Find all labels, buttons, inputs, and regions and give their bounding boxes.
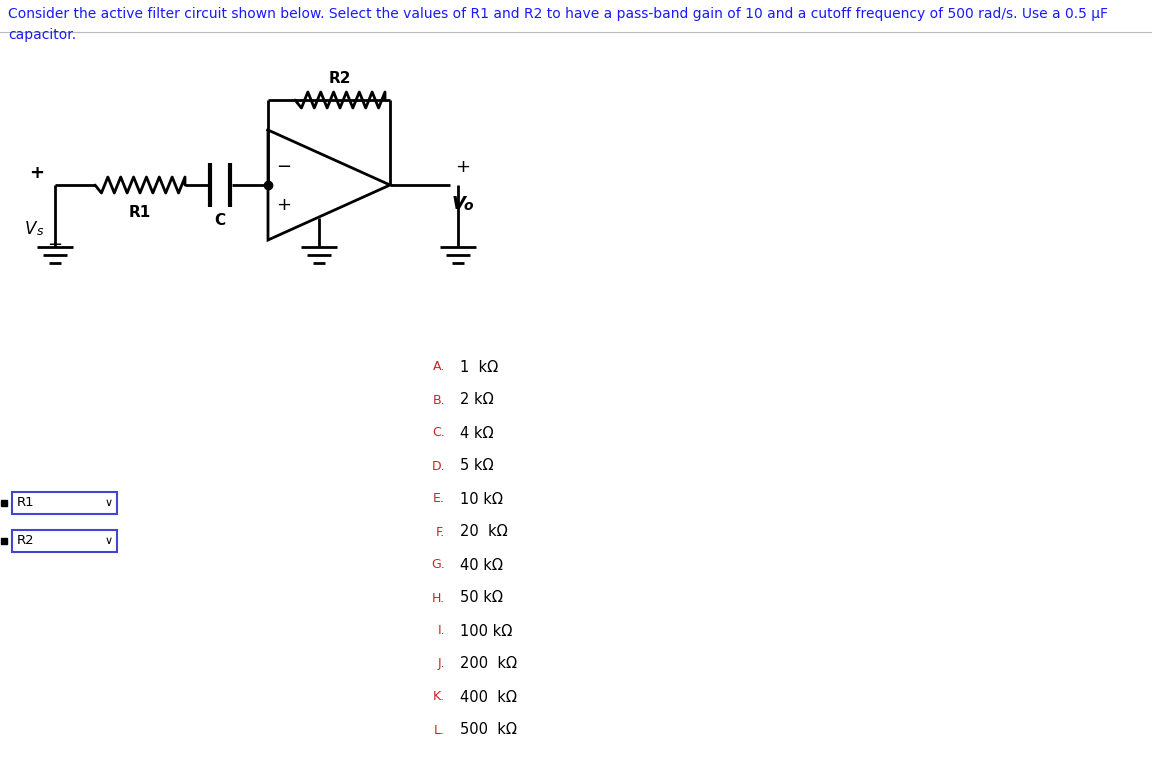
Text: B.: B. <box>432 393 445 407</box>
Text: 500  kΩ: 500 kΩ <box>460 723 517 737</box>
Text: H.: H. <box>432 591 445 604</box>
Text: C: C <box>214 213 226 228</box>
Text: 5 kΩ: 5 kΩ <box>460 458 493 473</box>
Text: 400  kΩ: 400 kΩ <box>460 690 517 705</box>
Text: D.: D. <box>431 460 445 472</box>
Text: 200  kΩ: 200 kΩ <box>460 657 517 672</box>
Text: R1: R1 <box>129 205 151 220</box>
Text: +: + <box>455 158 470 176</box>
Bar <box>12 492 118 514</box>
Text: 10 kΩ: 10 kΩ <box>460 492 503 507</box>
Text: −: − <box>276 158 291 176</box>
Text: G.: G. <box>431 558 445 572</box>
Text: C.: C. <box>432 426 445 439</box>
Bar <box>12 530 118 552</box>
Text: R1: R1 <box>17 497 35 510</box>
Text: J.: J. <box>438 658 445 670</box>
Text: 40 kΩ: 40 kΩ <box>460 558 503 572</box>
Text: V: V <box>452 195 465 213</box>
Text: 50 kΩ: 50 kΩ <box>460 590 503 605</box>
Text: 1  kΩ: 1 kΩ <box>460 360 498 375</box>
Text: o: o <box>464 199 473 213</box>
Text: ∨: ∨ <box>105 498 113 508</box>
Text: ∨: ∨ <box>105 536 113 546</box>
Text: 20  kΩ: 20 kΩ <box>460 525 508 540</box>
Text: L.: L. <box>434 723 445 737</box>
Text: F.: F. <box>435 526 445 539</box>
Text: +: + <box>276 196 291 214</box>
Text: V: V <box>25 220 37 238</box>
Text: A.: A. <box>433 361 445 374</box>
Text: +: + <box>30 164 45 182</box>
Text: 4 kΩ: 4 kΩ <box>460 425 493 440</box>
Text: K.: K. <box>433 691 445 704</box>
Text: I.: I. <box>438 625 445 637</box>
Text: 2 kΩ: 2 kΩ <box>460 393 493 407</box>
Text: −: − <box>47 236 62 254</box>
Text: Consider the active filter circuit shown below. Select the values of R1 and R2 t: Consider the active filter circuit shown… <box>8 7 1108 41</box>
Text: 100 kΩ: 100 kΩ <box>460 623 513 638</box>
Text: R2: R2 <box>17 535 35 547</box>
Text: s: s <box>37 225 44 238</box>
Text: E.: E. <box>433 493 445 505</box>
Text: R2: R2 <box>328 71 351 86</box>
